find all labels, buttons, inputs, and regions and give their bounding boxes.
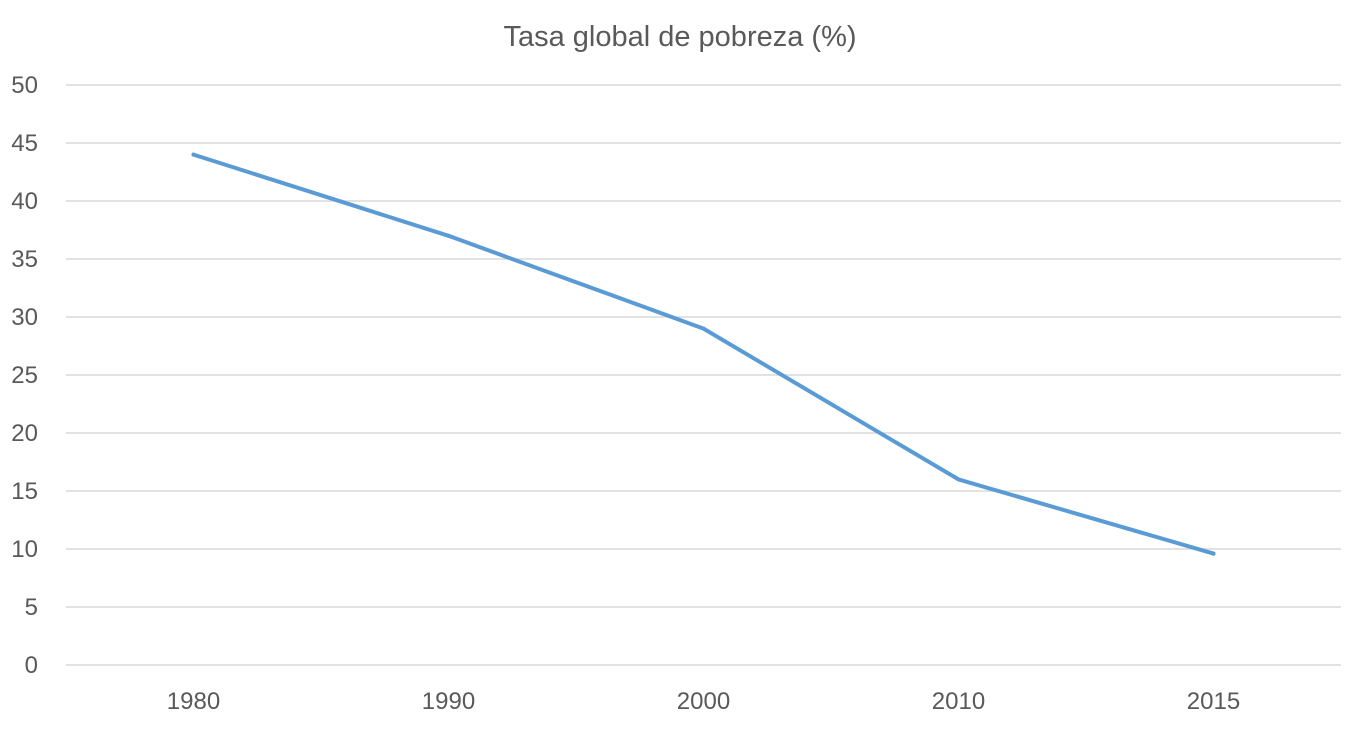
y-tick-label: 25	[11, 362, 38, 389]
y-tick-label: 35	[11, 246, 38, 273]
y-axis-ticks: 0 5 10 15 20 25 30 35 40 45 50	[11, 72, 38, 679]
series	[191, 152, 1216, 556]
y-tick-label: 0	[25, 652, 38, 679]
y-tick-label: 15	[11, 478, 38, 505]
series-line	[191, 152, 1216, 556]
x-tick-label: 2015	[1187, 688, 1240, 715]
x-axis-ticks: 1980 1990 2000 2010 2015	[167, 688, 1240, 715]
y-tick-label: 45	[11, 130, 38, 157]
data-point	[191, 152, 196, 157]
y-tick-label: 5	[25, 594, 38, 621]
gridlines	[66, 84, 1341, 608]
x-tick-label: 2000	[677, 688, 730, 715]
data-point	[1211, 551, 1216, 556]
y-tick-label: 30	[11, 304, 38, 331]
chart-title: Tasa global de pobreza (%)	[503, 21, 856, 53]
data-point	[956, 477, 961, 482]
y-tick-label: 20	[11, 420, 38, 447]
x-tick-label: 2010	[932, 688, 985, 715]
y-tick-label: 50	[11, 72, 38, 99]
y-tick-label: 10	[11, 536, 38, 563]
x-tick-label: 1990	[422, 688, 475, 715]
x-tick-label: 1980	[167, 688, 220, 715]
data-point	[701, 326, 706, 331]
y-tick-label: 40	[11, 188, 38, 215]
data-point	[446, 233, 451, 238]
